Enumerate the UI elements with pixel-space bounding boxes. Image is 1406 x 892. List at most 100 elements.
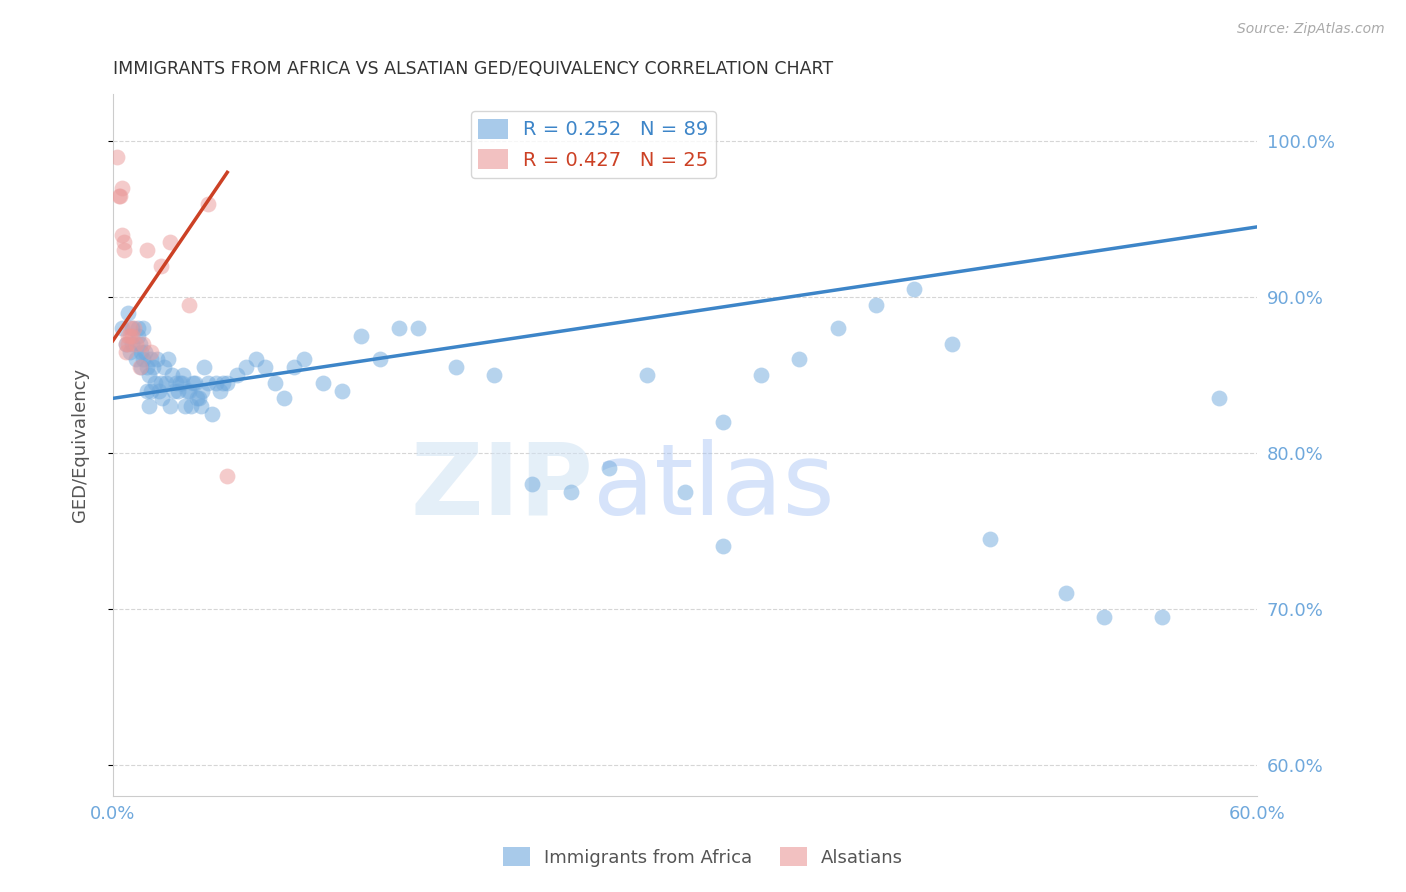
Point	[131, 344, 153, 359]
Legend: R = 0.252   N = 89, R = 0.427   N = 25: R = 0.252 N = 89, R = 0.427 N = 25	[471, 112, 716, 178]
Point	[163, 384, 186, 398]
Point	[117, 305, 139, 319]
Point	[179, 298, 201, 312]
Y-axis label: GED/Equivalency: GED/Equivalency	[72, 368, 89, 522]
Point	[193, 360, 215, 375]
Point	[157, 352, 180, 367]
Point	[522, 477, 544, 491]
Point	[149, 259, 172, 273]
Point	[225, 368, 247, 382]
Point	[149, 376, 172, 390]
Point	[350, 329, 373, 343]
Point	[125, 352, 148, 367]
Point	[159, 235, 181, 250]
Point	[127, 329, 149, 343]
Point	[176, 384, 198, 398]
Point	[1094, 609, 1116, 624]
Point	[160, 368, 183, 382]
Point	[131, 360, 153, 375]
Point	[112, 235, 135, 250]
Point	[180, 399, 202, 413]
Point	[311, 376, 333, 390]
Point	[111, 227, 134, 242]
Point	[903, 282, 925, 296]
Point	[125, 336, 148, 351]
Point	[749, 368, 772, 382]
Point	[139, 344, 162, 359]
Point	[155, 376, 177, 390]
Point	[368, 352, 391, 367]
Point	[111, 321, 134, 335]
Point	[128, 336, 150, 351]
Point	[152, 392, 174, 406]
Point	[330, 384, 353, 398]
Point	[166, 384, 188, 398]
Point	[406, 321, 429, 335]
Point	[139, 384, 162, 398]
Point	[138, 368, 160, 382]
Point	[711, 415, 734, 429]
Point	[1150, 609, 1173, 624]
Point	[245, 352, 267, 367]
Point	[107, 188, 129, 202]
Point	[159, 399, 181, 413]
Point	[598, 461, 620, 475]
Point	[136, 360, 159, 375]
Point	[127, 321, 149, 335]
Point	[827, 321, 849, 335]
Point	[143, 376, 166, 390]
Point	[117, 329, 139, 343]
Point	[484, 368, 506, 382]
Point	[179, 384, 201, 398]
Point	[789, 352, 811, 367]
Text: ZIP: ZIP	[411, 439, 593, 536]
Point	[273, 392, 295, 406]
Point	[190, 399, 212, 413]
Point	[115, 336, 138, 351]
Point	[118, 321, 141, 335]
Point	[132, 336, 155, 351]
Point	[941, 336, 963, 351]
Point	[110, 188, 132, 202]
Point	[560, 484, 582, 499]
Point	[208, 384, 231, 398]
Point	[235, 360, 257, 375]
Point	[115, 344, 138, 359]
Point	[112, 244, 135, 258]
Point	[105, 150, 128, 164]
Point	[201, 407, 224, 421]
Point	[181, 376, 204, 390]
Point	[136, 244, 159, 258]
Point	[1054, 586, 1077, 600]
Point	[205, 376, 228, 390]
Point	[122, 321, 145, 335]
Text: IMMIGRANTS FROM AFRICA VS ALSATIAN GED/EQUIVALENCY CORRELATION CHART: IMMIGRANTS FROM AFRICA VS ALSATIAN GED/E…	[112, 60, 832, 78]
Point	[172, 368, 194, 382]
Point	[388, 321, 411, 335]
Point	[444, 360, 467, 375]
Point	[138, 399, 160, 413]
Point	[283, 360, 305, 375]
Point	[186, 392, 208, 406]
Point	[191, 384, 214, 398]
Point	[636, 368, 658, 382]
Point	[217, 376, 239, 390]
Point	[118, 344, 141, 359]
Point	[212, 376, 235, 390]
Point	[264, 376, 287, 390]
Point	[165, 376, 187, 390]
Point	[128, 360, 150, 375]
Point	[118, 329, 141, 343]
Text: atlas: atlas	[593, 439, 835, 536]
Point	[121, 336, 143, 351]
Point	[673, 484, 696, 499]
Point	[148, 384, 170, 398]
Point	[115, 336, 138, 351]
Point	[142, 360, 165, 375]
Point	[184, 376, 207, 390]
Point	[134, 344, 156, 359]
Legend: Immigrants from Africa, Alsatians: Immigrants from Africa, Alsatians	[496, 840, 910, 874]
Point	[139, 352, 162, 367]
Point	[169, 376, 191, 390]
Point	[197, 376, 219, 390]
